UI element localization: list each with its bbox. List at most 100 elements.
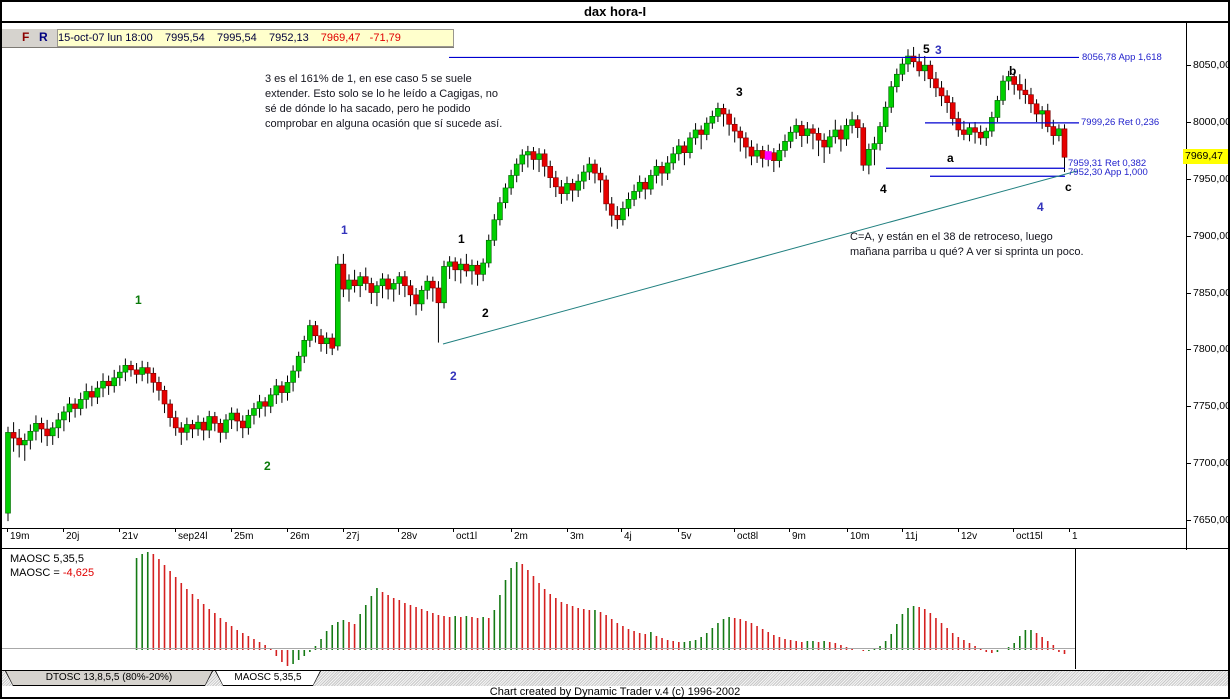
- candle: [139, 367, 145, 375]
- candle: [441, 266, 447, 304]
- candle: [413, 294, 419, 305]
- candle: [698, 129, 704, 135]
- candle: [575, 180, 581, 191]
- candle: [156, 382, 162, 391]
- candle: [128, 365, 134, 371]
- candle: [256, 401, 263, 409]
- candle: [843, 125, 850, 140]
- candle: [491, 219, 498, 241]
- candle: [787, 131, 794, 142]
- candle: [586, 163, 593, 173]
- candle: [944, 95, 950, 103]
- oscillator-value-label: MAOSC = -4,625: [10, 567, 94, 579]
- indicator-tab-strip: DTOSC 13,8,5,5 (80%-20%) MAOSC 5,35,5: [2, 670, 1228, 687]
- candle: [933, 78, 939, 89]
- candle: [44, 428, 50, 437]
- candle: [703, 122, 710, 135]
- candle: [899, 63, 906, 75]
- candle: [810, 128, 816, 134]
- toolbar-f-button[interactable]: F: [22, 30, 30, 44]
- candle: [670, 153, 677, 164]
- candle: [955, 118, 962, 131]
- candle: [860, 127, 867, 166]
- candle: [178, 427, 185, 433]
- candle: [195, 421, 201, 430]
- candle: [877, 126, 883, 144]
- candle: [815, 133, 822, 141]
- tab-dtosc[interactable]: DTOSC 13,8,5,5 (80%-20%): [5, 671, 213, 686]
- candle: [966, 127, 973, 135]
- candle: [692, 129, 699, 139]
- candle: [273, 385, 280, 396]
- candle: [854, 119, 861, 128]
- candle: [223, 419, 229, 433]
- candle: [709, 116, 716, 124]
- candle: [888, 86, 895, 108]
- candle: [385, 278, 391, 290]
- toolbar-r-button[interactable]: R: [39, 30, 48, 44]
- candle: [592, 163, 598, 174]
- tab-maosc[interactable]: MAOSC 5,35,5: [215, 671, 321, 686]
- candle: [1056, 128, 1062, 136]
- oscillator-value-number: -4,625: [62, 567, 95, 579]
- candle: [105, 380, 112, 387]
- candle: [430, 280, 436, 289]
- candle: [838, 129, 844, 140]
- candle: [530, 151, 537, 160]
- candle: [396, 276, 403, 284]
- candle: [33, 423, 39, 432]
- candle: [737, 130, 744, 139]
- candle: [390, 283, 397, 290]
- candle: [687, 137, 693, 153]
- candle: [497, 202, 503, 221]
- candle: [55, 419, 62, 429]
- candle: [558, 186, 565, 194]
- candle: [636, 181, 643, 192]
- candle: [284, 382, 291, 393]
- candle: [184, 424, 190, 433]
- candle: [452, 261, 459, 271]
- candle: [804, 128, 811, 136]
- candle: [502, 187, 509, 204]
- candle: [664, 162, 671, 174]
- candle: [94, 387, 101, 398]
- candle: [759, 150, 766, 159]
- candle: [267, 394, 274, 407]
- candle: [642, 181, 649, 190]
- candle: [133, 369, 140, 375]
- candle: [648, 175, 654, 190]
- candle: [620, 208, 626, 221]
- candle: [748, 146, 755, 157]
- candle: [457, 263, 464, 271]
- candle: [625, 199, 632, 209]
- candle: [362, 276, 369, 284]
- candle: [5, 432, 11, 514]
- candle: [519, 154, 526, 165]
- candle: [726, 113, 732, 125]
- candle: [603, 179, 609, 205]
- candle: [894, 73, 900, 88]
- candle: [553, 177, 559, 188]
- date-axis-top-line: [2, 528, 1186, 529]
- candle: [905, 55, 911, 65]
- candle: [983, 130, 990, 139]
- candle: [871, 143, 878, 150]
- candle: [150, 372, 157, 383]
- candle: [167, 403, 173, 418]
- candle: [351, 279, 358, 287]
- candle: [402, 276, 408, 287]
- candle: [564, 183, 570, 194]
- trendline: [442, 170, 1078, 345]
- candle: [374, 285, 380, 293]
- candle: [335, 263, 341, 347]
- chart-title: dax hora-I: [2, 2, 1228, 23]
- oscillator-value-prefix: MAOSC =: [10, 567, 63, 579]
- candle: [1022, 89, 1029, 96]
- candle: [580, 171, 587, 182]
- candle: [485, 239, 492, 264]
- candle: [547, 166, 554, 179]
- candle: [89, 391, 95, 398]
- candle: [849, 119, 855, 126]
- candle: [100, 380, 106, 389]
